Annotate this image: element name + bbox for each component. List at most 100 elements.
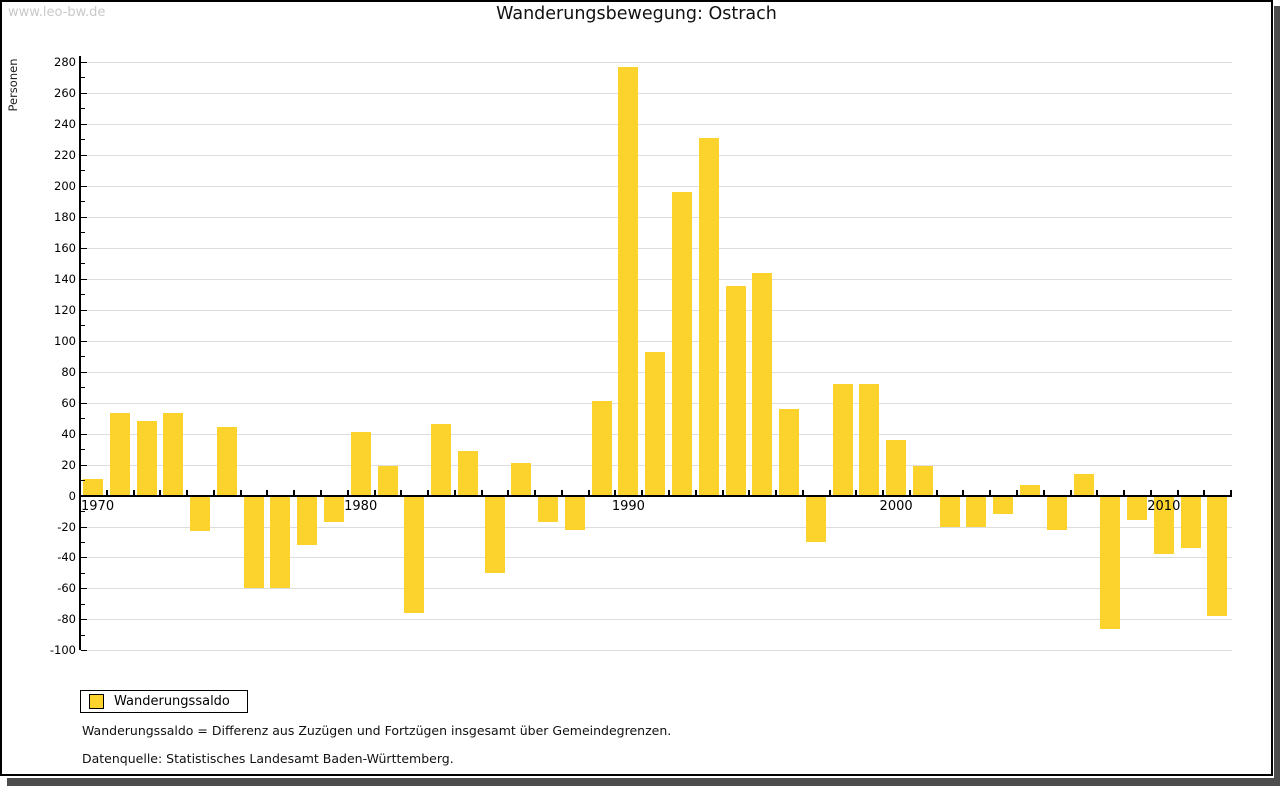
y-axis-tick [81, 387, 85, 389]
bar-1974[interactable] [190, 495, 211, 532]
x-axis-tick [1123, 489, 1125, 496]
x-axis-tick [480, 489, 483, 496]
bar-1994[interactable] [725, 286, 746, 496]
x-axis-tick [453, 489, 456, 496]
y-axis-tick-label: 200 [54, 178, 76, 193]
y-axis-tick [81, 108, 85, 110]
bar-1982[interactable] [404, 495, 425, 614]
bar-1989[interactable] [591, 401, 612, 496]
bar-1971[interactable] [109, 413, 130, 496]
x-axis-tick [186, 489, 189, 496]
bar-2007[interactable] [1073, 473, 1094, 496]
bar-1978[interactable] [297, 495, 318, 546]
y-axis-tick [81, 603, 85, 605]
y-axis-tick [81, 619, 87, 621]
bar-2006[interactable] [1046, 495, 1067, 530]
x-axis-tick [989, 489, 992, 496]
y-axis-tick [81, 418, 85, 420]
x-axis-tick [1042, 489, 1045, 496]
gridline--60 [80, 588, 1232, 590]
gridline-140 [80, 278, 1232, 280]
y-axis-tick-label: 280 [54, 54, 76, 69]
bar-1993[interactable] [698, 137, 719, 496]
y-axis-tick [81, 402, 87, 404]
x-axis-tick [614, 489, 617, 496]
bar-2001[interactable] [912, 466, 933, 496]
bar-1992[interactable] [671, 192, 692, 496]
bar-1975[interactable] [216, 427, 237, 496]
bar-1970[interactable] [83, 478, 103, 496]
bar-1973[interactable] [163, 413, 184, 496]
x-axis-tick [507, 489, 510, 496]
y-axis-tick [81, 154, 87, 156]
bar-2012[interactable] [1207, 495, 1228, 617]
bar-1996[interactable] [779, 408, 799, 496]
y-axis-tick [81, 92, 87, 94]
y-axis-tick-label: 0 [68, 488, 76, 503]
y-axis-tick [81, 340, 87, 342]
bar-1985[interactable] [484, 495, 505, 573]
y-axis-tick [81, 263, 85, 265]
x-axis-tick [159, 489, 162, 496]
bar-2011[interactable] [1180, 495, 1201, 549]
bar-1995[interactable] [752, 272, 773, 496]
y-axis-tick-label: 120 [54, 302, 76, 317]
y-axis-tick [81, 650, 87, 652]
x-axis-tick [1230, 489, 1233, 496]
y-axis-tick [81, 356, 85, 358]
gridline--40 [80, 557, 1232, 559]
bar-2000[interactable] [886, 439, 907, 496]
x-axis-tick [694, 489, 697, 496]
x-axis-tick [855, 489, 858, 496]
x-axis-tick [132, 489, 135, 496]
x-axis-tick [427, 489, 429, 496]
bar-1991[interactable] [645, 351, 666, 496]
bar-1990[interactable] [618, 66, 639, 496]
bar-1983[interactable] [431, 424, 451, 496]
y-axis-tick [81, 185, 87, 187]
gridline-120 [80, 309, 1232, 311]
bar-1986[interactable] [511, 463, 532, 496]
bar-1999[interactable] [859, 384, 880, 496]
bar-1988[interactable] [564, 495, 585, 530]
y-axis-tick [81, 294, 85, 296]
bar-2010[interactable] [1153, 495, 1174, 555]
bar-2003[interactable] [966, 495, 987, 527]
bar-1984[interactable] [457, 450, 478, 496]
bar-1997[interactable] [805, 495, 826, 542]
y-axis-tick [81, 433, 87, 435]
y-axis-tick [81, 139, 85, 141]
bar-1979[interactable] [323, 495, 344, 522]
y-axis-tick-label: 40 [61, 426, 76, 441]
gridline-240 [80, 123, 1232, 125]
y-axis-tick [81, 371, 87, 373]
y-axis-tick [81, 61, 87, 63]
bar-2009[interactable] [1127, 495, 1147, 521]
y-axis-tick [81, 449, 85, 450]
bar-1976[interactable] [243, 495, 264, 589]
frame-shadow-right [1274, 6, 1280, 778]
y-axis-tick [81, 526, 87, 528]
x-axis-tick [400, 489, 403, 496]
gridline-220 [80, 154, 1232, 156]
y-axis-tick-label: 240 [54, 116, 76, 131]
footnote-source: Datenquelle: Statistisches Landesamt Bad… [82, 751, 454, 766]
bar-1972[interactable] [136, 421, 157, 496]
x-axis-line [80, 494, 1232, 497]
frame-shadow-bottom [7, 778, 1280, 786]
bar-1981[interactable] [377, 466, 398, 496]
bar-2008[interactable] [1100, 495, 1121, 629]
x-axis-tick [212, 489, 215, 496]
legend-swatch [89, 694, 104, 709]
bar-2004[interactable] [993, 495, 1014, 515]
bar-1987[interactable] [538, 495, 559, 522]
x-axis-tick [775, 489, 777, 496]
bar-2005[interactable] [1019, 484, 1040, 496]
bar-1977[interactable] [270, 495, 291, 589]
bar-2002[interactable] [939, 495, 960, 527]
bar-1980[interactable] [350, 432, 371, 496]
y-axis-tick [81, 247, 87, 249]
gridline-200 [80, 185, 1232, 187]
bar-1998[interactable] [832, 384, 853, 496]
